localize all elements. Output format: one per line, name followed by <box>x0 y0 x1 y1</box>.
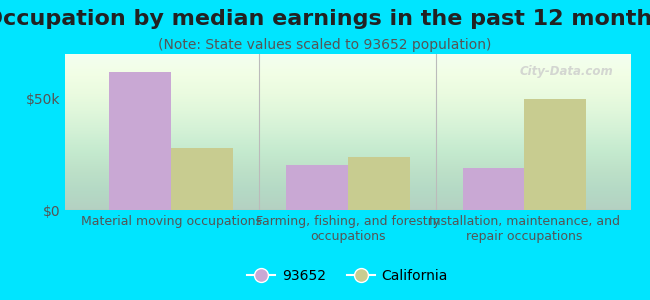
Text: City-Data.com: City-Data.com <box>520 65 614 78</box>
Bar <box>286 165 348 210</box>
Text: Occupation by median earnings in the past 12 months: Occupation by median earnings in the pas… <box>0 9 650 29</box>
Bar <box>348 157 410 210</box>
Text: (Note: State values scaled to 93652 population): (Note: State values scaled to 93652 popu… <box>159 38 491 52</box>
Bar <box>109 72 171 210</box>
Legend: 93652, California: 93652, California <box>242 264 454 289</box>
Bar <box>525 99 586 210</box>
Bar <box>463 168 525 210</box>
Bar <box>171 148 233 210</box>
